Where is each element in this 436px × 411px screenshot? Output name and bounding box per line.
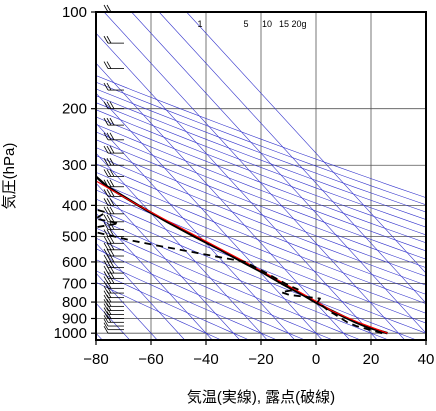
y-tick-label: 800 — [62, 294, 87, 311]
y-tick-label: 700 — [62, 275, 87, 292]
series-layer — [96, 175, 388, 335]
dry-adiabat-0 — [96, 237, 333, 340]
isotherm--30 — [96, 182, 240, 340]
isotherm-30 — [103, 12, 405, 340]
wind-barb — [103, 4, 124, 13]
wind-barb — [103, 248, 124, 257]
wind-barb — [103, 61, 124, 69]
wind-barb — [103, 214, 124, 223]
mixing-ratio-label: 20g — [291, 19, 306, 29]
x-tick-label: 20 — [363, 351, 380, 368]
wind-barb — [103, 169, 124, 177]
wind-barb — [103, 101, 124, 110]
temperature-line — [96, 175, 388, 335]
isotherm--40 — [96, 212, 213, 340]
wind-barb — [103, 236, 124, 244]
isotherm-60 — [186, 12, 426, 274]
dry-adiabat-170 — [96, 95, 426, 220]
dry-adiabat--10 — [96, 248, 306, 340]
isotherm-50 — [158, 12, 426, 304]
wind-barb — [103, 222, 124, 230]
wind-barb — [103, 198, 124, 206]
wind-barb — [103, 242, 124, 251]
y-tick-label: 400 — [62, 197, 87, 214]
y-axis-label: 気圧(hPa) — [1, 143, 18, 210]
dry-adiabat-150 — [96, 109, 426, 236]
mixing-ratio-label: 5 — [243, 19, 248, 29]
x-tick-label: 40 — [418, 351, 435, 368]
dry-adiabat-200 — [96, 75, 426, 198]
dry-adiabat-20 — [96, 217, 389, 340]
dewpoint-line — [96, 208, 383, 335]
mixing-ratio-labels: 1 5 10 15 20g — [197, 19, 306, 29]
isotherm--20 — [96, 152, 268, 340]
wind-barb — [103, 318, 124, 327]
dry-adiabat-120 — [96, 131, 426, 260]
dry-adiabat-10 — [96, 227, 361, 340]
x-tick-label: −80 — [83, 351, 108, 368]
dry-adiabat--20 — [96, 259, 278, 340]
mixing-ratio-label: 10 — [262, 19, 272, 29]
dry-adiabat--30 — [96, 270, 250, 340]
wind-barb — [103, 303, 124, 311]
wind-barbs — [103, 4, 124, 334]
wind-barb — [103, 145, 124, 154]
x-tick-label: 0 — [312, 351, 320, 368]
y-tick-label: 200 — [62, 101, 87, 118]
wind-barb — [103, 299, 124, 307]
wind-barb — [103, 35, 124, 44]
isotherm-40 — [131, 12, 426, 334]
wind-barb — [103, 132, 124, 141]
x-axis-label: 気温(実線), 露点(破線) — [187, 389, 335, 406]
dry-adiabat-70 — [96, 171, 426, 305]
dry-adiabat-30 — [96, 208, 417, 340]
wind-barb — [103, 158, 124, 166]
dry-adiabat-50 — [96, 189, 426, 324]
isotherm-20 — [96, 32, 378, 340]
wind-barb — [103, 307, 124, 315]
y-tick-label: 600 — [62, 254, 87, 271]
y-tick-label: 1000 — [54, 325, 87, 342]
y-tick-label: 300 — [62, 157, 87, 174]
grid-layer — [95, 11, 427, 340]
wind-barb — [103, 322, 124, 331]
wind-barb — [103, 117, 124, 126]
mixing-ratio-label: 15 — [279, 19, 289, 29]
y-tick-label: 100 — [62, 4, 87, 21]
dry-adiabat--40 — [96, 282, 222, 340]
dry-adiabat-90 — [96, 155, 426, 286]
dry-adiabat-140 — [96, 116, 426, 244]
guide-lines — [96, 12, 426, 340]
mixing-ratio-label: 1 — [197, 19, 202, 29]
x-tick-label: −40 — [193, 351, 218, 368]
x-tick-label: −20 — [248, 351, 273, 368]
dry-adiabat-130 — [96, 124, 426, 252]
y-tick-label: 500 — [62, 229, 87, 246]
wind-barb — [103, 206, 124, 215]
dry-adiabat-160 — [96, 102, 426, 228]
wind-barb — [103, 294, 124, 303]
wind-barb — [103, 311, 124, 319]
isotherm--10 — [96, 122, 295, 340]
wind-barb — [103, 325, 124, 334]
dry-adiabat-180 — [96, 88, 426, 213]
isotherm-0 — [96, 92, 323, 340]
isotherm--60 — [96, 272, 158, 340]
wind-barb — [103, 82, 124, 91]
x-tick-label: −60 — [138, 351, 163, 368]
isotherm--50 — [96, 242, 185, 340]
dry-adiabat-190 — [96, 81, 426, 206]
dry-adiabat-110 — [96, 139, 426, 268]
y-tick-label: 900 — [62, 310, 87, 327]
isotherm-10 — [96, 62, 350, 340]
dry-adiabat-80 — [96, 163, 426, 295]
parcel-line — [96, 180, 388, 334]
dry-adiabat-100 — [96, 147, 426, 277]
dry-adiabat-60 — [96, 180, 426, 314]
